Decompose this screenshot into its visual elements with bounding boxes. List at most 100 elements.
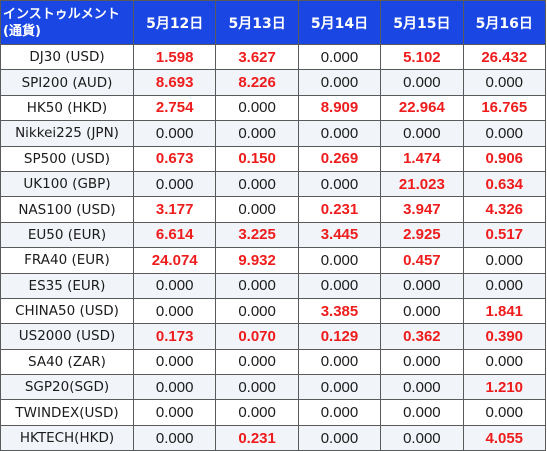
dividend-value-zero: 0.000	[297, 120, 382, 147]
table-row: Nikkei225 (JPN) 0.000 0.000 0.000 0.000 0.000	[0, 120, 546, 147]
dividend-value-positive: 0.634	[462, 170, 546, 198]
dividend-value-positive: 3.947	[380, 196, 464, 223]
dividend-value-zero: 0.000	[132, 348, 217, 376]
table-row: HK50 (HKD) 2.754 0.000 8.909 22.964 16.765	[0, 94, 546, 122]
instrument-name: EU50 (EUR)	[0, 221, 134, 249]
dividend-value-positive: 8.226	[215, 69, 299, 96]
table-row: DJ30 (USD) 1.598 3.627 0.000 5.102 26.432	[0, 43, 546, 71]
date-header: 5月15日	[380, 0, 464, 45]
dividend-value-positive: 1.210	[462, 374, 546, 401]
dividend-value-zero: 0.000	[297, 247, 382, 274]
dividend-value-zero: 0.000	[297, 348, 382, 376]
dividend-value-positive: 8.693	[132, 69, 217, 96]
table-row: NAS100 (USD) 3.177 0.000 0.231 3.947 4.326	[0, 196, 546, 223]
dividend-value-zero: 0.000	[215, 170, 299, 198]
date-header: 5月16日	[462, 0, 546, 45]
dividend-value-zero: 0.000	[380, 424, 464, 451]
dividend-value-zero: 0.000	[297, 69, 382, 96]
dividend-value-zero: 0.000	[380, 348, 464, 376]
dividend-value-zero: 0.000	[380, 69, 464, 96]
instrument-name: TWINDEX(USD)	[0, 399, 134, 426]
dividend-value-zero: 0.000	[215, 374, 299, 401]
dividend-value-positive: 8.909	[297, 94, 382, 122]
dividend-value-zero: 0.000	[215, 297, 299, 325]
instrument-name: SPI200 (AUD)	[0, 69, 134, 96]
dividend-value-positive: 3.627	[215, 43, 299, 71]
dividend-value-zero: 0.000	[215, 196, 299, 223]
dividend-value-positive: 1.841	[462, 297, 546, 325]
dividend-value-positive: 2.925	[380, 221, 464, 249]
dividend-value-positive: 0.362	[380, 323, 464, 350]
dividend-value-zero: 0.000	[297, 424, 382, 451]
dividend-value-zero: 0.000	[132, 120, 217, 147]
instrument-name: DJ30 (USD)	[0, 43, 134, 71]
dividend-value-positive: 24.074	[132, 247, 217, 274]
dividend-value-positive: 0.269	[297, 145, 382, 172]
instrument-name: US2000 (USD)	[0, 323, 134, 350]
table-row: SPI200 (AUD) 8.693 8.226 0.000 0.000 0.000	[0, 69, 546, 96]
table-row: EU50 (EUR) 6.614 3.225 3.445 2.925 0.517	[0, 221, 546, 249]
instrument-header-label: インストゥルメント	[3, 6, 120, 22]
dividend-value-positive: 3.445	[297, 221, 382, 249]
instrument-name: SA40 (ZAR)	[0, 348, 134, 376]
dividend-value-positive: 0.517	[462, 221, 546, 249]
dividend-value-zero: 0.000	[132, 170, 217, 198]
instrument-name: HKTECH(HKD)	[0, 424, 134, 451]
instrument-name: SGP20(SGD)	[0, 374, 134, 401]
dividend-value-zero: 0.000	[297, 43, 382, 71]
table-row: CHINA50 (USD) 0.000 0.000 3.385 0.000 1.841	[0, 297, 546, 325]
dividend-value-positive: 0.070	[215, 323, 299, 350]
dividend-value-zero: 0.000	[215, 272, 299, 299]
dividend-value-zero: 0.000	[380, 399, 464, 426]
dividend-value-zero: 0.000	[380, 374, 464, 401]
instrument-name: SP500 (USD)	[0, 145, 134, 172]
table-row: HKTECH(HKD) 0.000 0.231 0.000 0.000 4.055	[0, 424, 546, 451]
dividend-value-positive: 5.102	[380, 43, 464, 71]
dividend-value-positive: 16.765	[462, 94, 546, 122]
table-row: SP500 (USD) 0.673 0.150 0.269 1.474 0.906	[0, 145, 546, 172]
dividend-value-zero: 0.000	[132, 399, 217, 426]
dividend-value-zero: 0.000	[462, 120, 546, 147]
dividend-value-positive: 3.225	[215, 221, 299, 249]
dividend-value-zero: 0.000	[132, 272, 217, 299]
instrument-name: NAS100 (USD)	[0, 196, 134, 223]
dividend-value-zero: 0.000	[462, 348, 546, 376]
dividend-value-zero: 0.000	[380, 120, 464, 147]
dividend-value-zero: 0.000	[462, 247, 546, 274]
dividend-value-positive: 0.173	[132, 323, 217, 350]
dividend-value-zero: 0.000	[297, 399, 382, 426]
dividend-value-zero: 0.000	[380, 272, 464, 299]
dividend-value-positive: 0.390	[462, 323, 546, 350]
dividend-value-zero: 0.000	[462, 399, 546, 426]
date-header: 5月14日	[297, 0, 382, 45]
instrument-name: FRA40 (EUR)	[0, 247, 134, 274]
dividend-value-zero: 0.000	[215, 348, 299, 376]
instrument-name: HK50 (HKD)	[0, 94, 134, 122]
dividend-value-positive: 22.964	[380, 94, 464, 122]
table-row: TWINDEX(USD) 0.000 0.000 0.000 0.000 0.000	[0, 399, 546, 426]
date-header: 5月13日	[215, 0, 299, 45]
dividend-value-positive: 2.754	[132, 94, 217, 122]
dividend-value-positive: 0.150	[215, 145, 299, 172]
dividend-value-positive: 1.474	[380, 145, 464, 172]
table-row: SA40 (ZAR) 0.000 0.000 0.000 0.000 0.000	[0, 348, 546, 376]
dividend-value-positive: 9.932	[215, 247, 299, 274]
dividend-value-positive: 6.614	[132, 221, 217, 249]
dividend-value-zero: 0.000	[215, 120, 299, 147]
instrument-name: UK100 (GBP)	[0, 170, 134, 198]
dividend-value-positive: 0.129	[297, 323, 382, 350]
instrument-name: Nikkei225 (JPN)	[0, 120, 134, 147]
header-row: インストゥルメント (通貨) 5月12日 5月13日 5月14日 5月15日 5…	[0, 0, 546, 45]
dividend-value-positive: 0.231	[297, 196, 382, 223]
dividend-value-zero: 0.000	[462, 69, 546, 96]
table-row: UK100 (GBP) 0.000 0.000 0.000 21.023 0.634	[0, 170, 546, 198]
instrument-header: インストゥルメント (通貨)	[0, 0, 134, 45]
dividend-value-zero: 0.000	[215, 94, 299, 122]
dividend-value-zero: 0.000	[132, 374, 217, 401]
table-body: DJ30 (USD) 1.598 3.627 0.000 5.102 26.432 SPI2…	[0, 43, 546, 451]
dividend-value-positive: 0.231	[215, 424, 299, 451]
dividend-value-zero: 0.000	[297, 170, 382, 198]
dividend-value-positive: 3.177	[132, 196, 217, 223]
table-row: SGP20(SGD) 0.000 0.000 0.000 0.000 1.210	[0, 374, 546, 401]
